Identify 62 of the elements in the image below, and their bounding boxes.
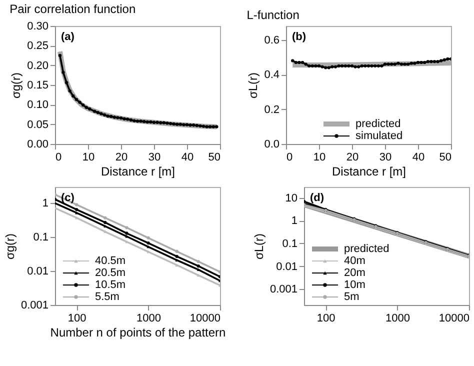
y-tick-label: 0.05 bbox=[27, 118, 48, 131]
x-tick-label: 0 bbox=[56, 152, 62, 164]
legend-label: predicted bbox=[356, 118, 401, 130]
y-tick-label: 0.1 bbox=[33, 232, 48, 244]
x-axis-title: Distance r [m] bbox=[100, 164, 176, 178]
legend-label: 5m bbox=[344, 291, 360, 303]
y-tick-label: 0.00 bbox=[27, 138, 48, 150]
x-tick-label: 100 bbox=[68, 312, 86, 324]
y-tick-label: 0.6 bbox=[264, 34, 280, 46]
x-tick-label: 100 bbox=[316, 312, 336, 324]
y-tick-label: 0.15 bbox=[27, 80, 48, 92]
x-axis-title: Number n of points of the pattern bbox=[50, 326, 226, 340]
y-tick-label: 10 bbox=[285, 192, 298, 204]
x-tick-label: 0 bbox=[286, 152, 293, 164]
x-tick-label: 10 bbox=[313, 152, 326, 164]
x-tick-label: 10 bbox=[82, 152, 95, 164]
y-tick-label: 0.01 bbox=[276, 260, 298, 273]
y-axis-title: σL(r) bbox=[246, 72, 260, 99]
x-tick-label: 10000 bbox=[438, 312, 470, 324]
y-tick-label: 0.01 bbox=[27, 266, 48, 278]
y-tick-label: 1 bbox=[291, 215, 298, 228]
legend-label: 10.5m bbox=[95, 279, 126, 291]
legend-label: simulated bbox=[356, 130, 403, 142]
x-tick-label: 40 bbox=[181, 152, 194, 164]
y-axis-title: σg(r) bbox=[9, 72, 24, 99]
y-tick-label: 0.001 bbox=[20, 300, 48, 312]
x-tick-label: 1000 bbox=[386, 312, 410, 324]
x-tick-label: 20 bbox=[346, 152, 359, 164]
legend-label: 20.5m bbox=[95, 267, 126, 279]
legend-label: 5.5m bbox=[95, 291, 120, 303]
y-tick-label: 0.1 bbox=[282, 238, 298, 250]
x-tick-label: 30 bbox=[148, 152, 161, 164]
x-tick-label: 40 bbox=[412, 152, 425, 164]
y-tick-label: 0.0 bbox=[264, 138, 280, 150]
x-tick-label: 10000 bbox=[190, 312, 220, 324]
annotation: (a) bbox=[61, 31, 75, 43]
y-tick-label: 0.20 bbox=[27, 60, 48, 72]
legend-label: 40m bbox=[344, 255, 366, 267]
legend-label: 40.5m bbox=[95, 255, 126, 267]
legend-label: 10m bbox=[344, 279, 366, 291]
chart-title: Pair correlation function bbox=[10, 2, 136, 16]
y-tick-label: 0.30 bbox=[27, 20, 48, 32]
annotation: (b) bbox=[292, 31, 306, 43]
y-axis-title: σL(r) bbox=[252, 233, 266, 260]
legend-label: 20m bbox=[344, 267, 366, 279]
y-tick-label: 0.25 bbox=[27, 40, 48, 52]
x-tick-label: 50 bbox=[208, 152, 220, 164]
x-tick-label: 20 bbox=[115, 152, 128, 164]
y-tick-label: 0.10 bbox=[27, 99, 48, 112]
y-tick-label: 1 bbox=[42, 198, 48, 210]
chart-title: L-function bbox=[246, 8, 300, 22]
annotation: (c) bbox=[61, 192, 75, 204]
x-axis-title: Distance r [m] bbox=[332, 164, 406, 178]
y-tick-label: 0.4 bbox=[264, 69, 280, 82]
y-axis-title: σg(r) bbox=[2, 233, 17, 260]
x-tick-label: 30 bbox=[379, 152, 392, 164]
annotation: (d) bbox=[310, 192, 324, 204]
legend-label: predicted bbox=[344, 243, 390, 255]
y-tick-label: 0.001 bbox=[270, 284, 298, 296]
y-tick-label: 0.2 bbox=[264, 104, 280, 116]
x-tick-label: 50 bbox=[439, 152, 452, 164]
x-tick-label: 1000 bbox=[136, 312, 162, 324]
